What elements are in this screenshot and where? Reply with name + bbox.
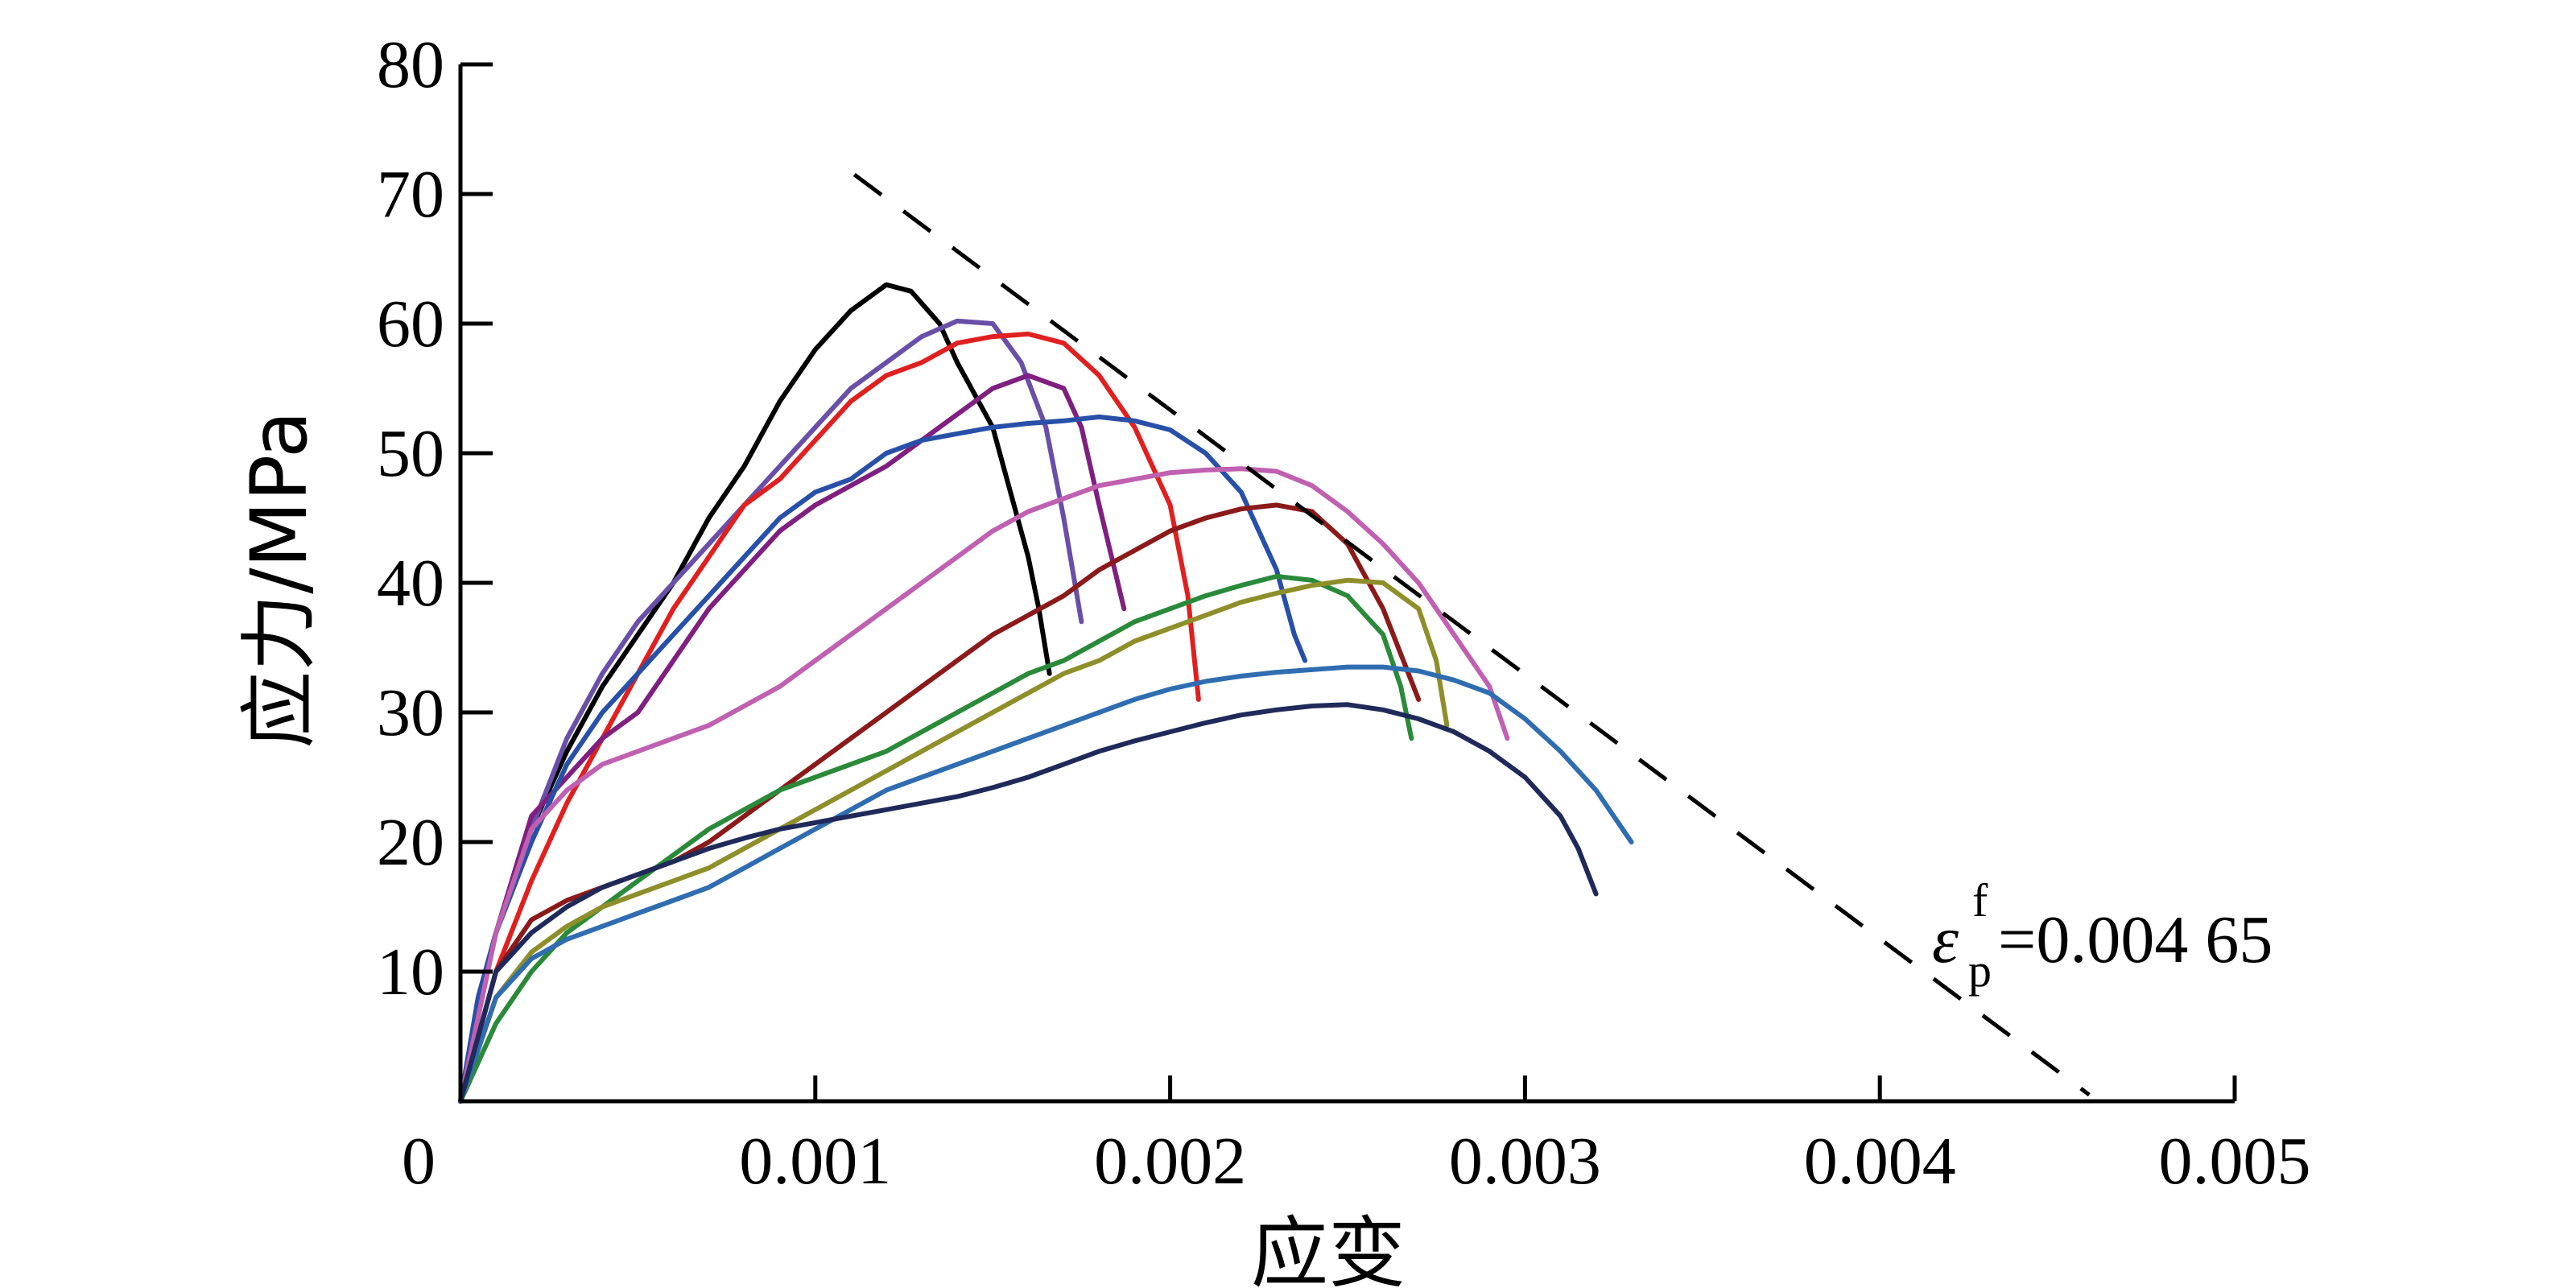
x-tick-label-3: 0.003 [1449, 1124, 1601, 1199]
x-tick-label-2: 0.002 [1094, 1124, 1246, 1199]
series-line-9 [458, 577, 1450, 1104]
series-line-8 [458, 574, 1414, 1104]
y-tick-label-1: 20 [377, 805, 444, 880]
x-tick-label-0: 0 [402, 1124, 436, 1199]
y-tick-label-4: 50 [377, 416, 444, 491]
series-line-5 [458, 414, 1308, 1104]
annotation-subscript: p [1968, 944, 1992, 997]
y-tick-label-3: 40 [377, 546, 444, 621]
y-tick-label-7: 80 [377, 27, 444, 102]
series-line-2 [458, 318, 1084, 1104]
series-line-6 [458, 466, 1510, 1104]
y-axis-title: 应力/MPa [234, 411, 324, 749]
x-tick-label-5: 0.005 [2159, 1124, 2311, 1199]
y-tick-label-0: 10 [377, 935, 444, 1009]
annotation-superscript: f [1972, 874, 1988, 927]
x-axis-title: 应变 [1251, 1208, 1406, 1288]
series-line-4 [458, 373, 1127, 1104]
x-tick-label-1: 0.001 [739, 1124, 891, 1199]
series-line-11 [458, 702, 1599, 1104]
envelope-dashed-line [852, 172, 2091, 1096]
series-line-3 [458, 331, 1201, 1104]
peak-strain-annotation: ε p f =0.004 65 [1932, 874, 2273, 997]
y-tick-label-5: 60 [377, 287, 444, 361]
x-tick-label-4: 0.004 [1804, 1124, 1956, 1199]
series-line-10 [458, 664, 1634, 1104]
annotation-value: =0.004 65 [1998, 902, 2273, 977]
y-tick-label-2: 30 [377, 675, 444, 750]
series-line-1 [458, 282, 1052, 1104]
y-tick-label-6: 70 [377, 157, 444, 232]
annotation-symbol: ε [1932, 902, 1959, 977]
